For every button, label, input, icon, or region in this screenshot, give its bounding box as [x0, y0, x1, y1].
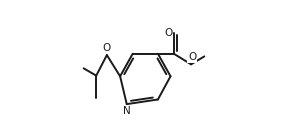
Text: N: N — [123, 106, 131, 116]
Text: O: O — [188, 52, 197, 62]
Text: O: O — [102, 43, 110, 53]
Text: O: O — [164, 27, 173, 38]
